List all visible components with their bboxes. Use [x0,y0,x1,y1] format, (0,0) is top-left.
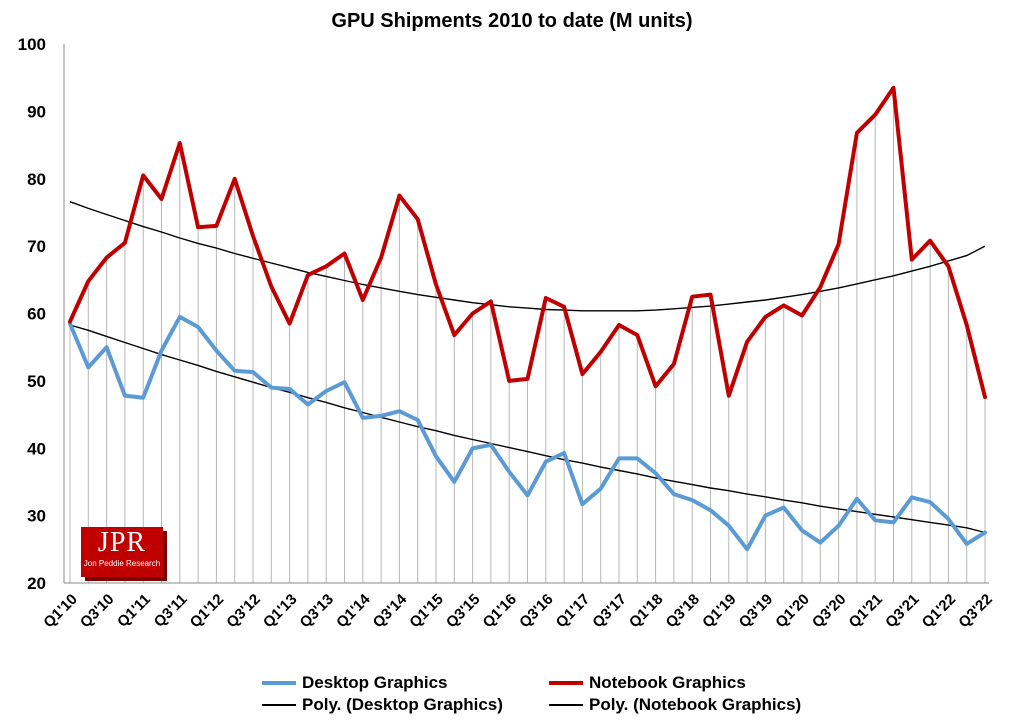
drop-lines [69,87,986,583]
x-tick-label: Q1'11 [114,591,154,631]
y-tick-label: 80 [27,170,46,189]
logo-sub-text: Jon Peddie Research [83,559,161,568]
axes [63,44,989,584]
trendlines [69,201,986,534]
x-tick-label: Q3'20 [809,591,849,631]
x-tick-label: Q3'12 [223,591,263,631]
series-lines [68,85,987,552]
y-tick-label: 50 [27,372,46,391]
x-axis-ticks: Q1'10Q3'10Q1'11Q3'11Q1'12Q3'12Q1'13Q3'13… [40,590,995,631]
y-tick-label: 60 [27,305,46,324]
y-axis-ticks: 20 30 40 50 60 70 80 90 100 [18,35,46,593]
y-tick-label: 40 [27,439,46,458]
x-tick-label: Q1'21 [846,591,886,631]
series-line [68,85,987,399]
x-tick-label: Q3'17 [589,591,629,631]
y-tick-label: 20 [27,574,46,593]
y-tick-label: 70 [27,237,46,256]
x-tick-label: Q3'15 [443,591,483,631]
series-line [68,314,987,552]
x-tick-label: Q1'10 [40,591,80,631]
x-tick-label: Q3'13 [297,591,337,631]
x-tick-label: Q3'16 [516,591,556,631]
x-tick-label: Q3'21 [882,591,922,631]
x-tick-label: Q1'14 [333,590,374,631]
jpr-logo: JPR Jon Peddie Research [81,527,163,577]
x-tick-label: Q3'22 [955,591,995,631]
trendline [69,324,986,534]
x-tick-label: Q3'18 [663,591,703,631]
x-tick-label: Q1'16 [480,591,520,631]
x-tick-label: Q1'19 [699,591,739,631]
trendline [69,201,986,312]
x-tick-label: Q1'13 [260,591,300,631]
x-tick-label: Q1'22 [919,591,959,631]
x-tick-label: Q1'20 [772,591,812,631]
x-tick-label: Q3'19 [736,591,776,631]
x-tick-label: Q1'12 [187,591,227,631]
x-tick-label: Q1'15 [406,591,446,631]
x-tick-label: Q3'11 [151,591,191,631]
y-tick-label: 100 [18,35,46,54]
chart-title: GPU Shipments 2010 to date (M units) [331,10,693,32]
x-tick-label: Q1'18 [626,591,666,631]
x-tick-label: Q1'17 [553,591,593,631]
logo-main-text: JPR [97,527,147,558]
x-tick-label: Q3'10 [77,591,117,631]
y-tick-label: 90 [27,102,46,121]
y-tick-label: 30 [27,507,46,526]
x-tick-label: Q3'14 [370,590,411,631]
